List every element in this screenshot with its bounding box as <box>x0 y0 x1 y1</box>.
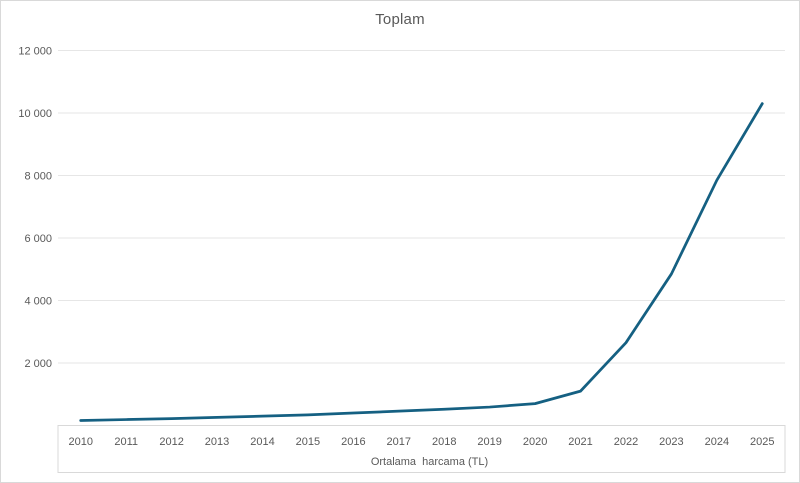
x-axis-tick-label: 2021 <box>568 436 592 448</box>
y-axis-tick-label: 8 000 <box>24 171 52 183</box>
x-axis-tick-label: 2022 <box>614 436 638 448</box>
y-axis-tick-label: 12 000 <box>18 46 52 58</box>
x-axis-tick-label: 2017 <box>387 436 411 448</box>
y-axis-tick-label: 4 000 <box>24 296 52 308</box>
x-axis-tick-label: 2014 <box>250 436 274 448</box>
x-axis-tick-label: 2012 <box>159 436 183 448</box>
x-axis-label-box <box>57 425 786 473</box>
y-axis-tick-label: 6 000 <box>24 233 52 245</box>
x-axis-tick-label: 2019 <box>477 436 501 448</box>
x-axis-tick-label: 2010 <box>68 436 92 448</box>
x-axis-title: Ortalama harcama (TL) <box>371 456 488 468</box>
x-axis-tick-label: 2025 <box>750 436 774 448</box>
chart-line-toplam <box>79 102 764 422</box>
chart-title: Toplam <box>375 11 425 28</box>
x-axis-tick-label: 2020 <box>523 436 547 448</box>
y-axis-tick-label: 10 000 <box>18 108 52 120</box>
x-axis-tick-label: 2015 <box>296 436 320 448</box>
x-axis-tick-label: 2016 <box>341 436 365 448</box>
x-axis-tick-label: 2011 <box>114 436 138 448</box>
x-axis-tick-label: 2018 <box>432 436 456 448</box>
x-axis-tick-label: 2024 <box>705 436 729 448</box>
x-axis-tick-label: 2023 <box>659 436 683 448</box>
y-axis-tick-label: 2 000 <box>24 358 52 370</box>
x-axis-tick-label: 2013 <box>205 436 229 448</box>
